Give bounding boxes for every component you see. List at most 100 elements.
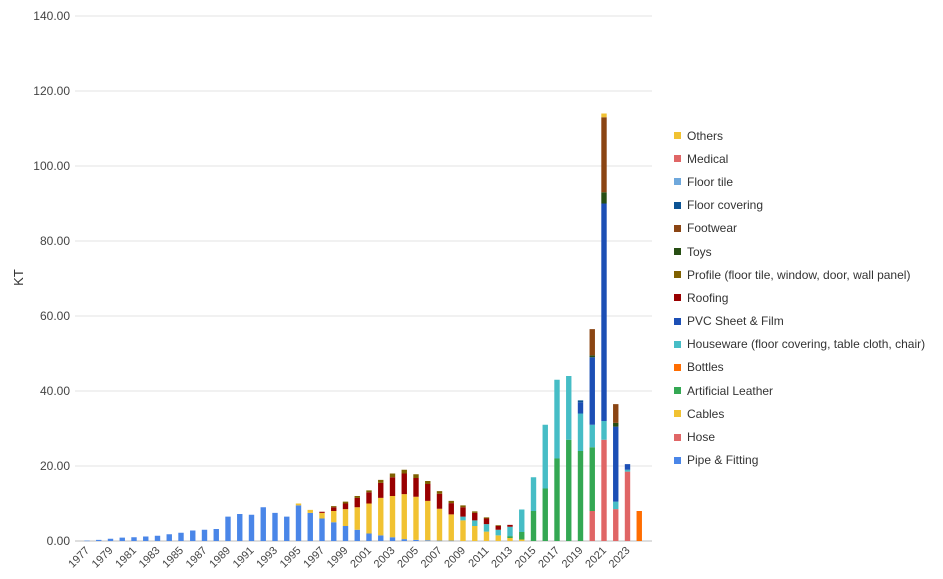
x-tick-label: 2015 [513,545,539,571]
bar-segment [84,540,90,542]
x-tick-label: 2023 [607,545,633,571]
bar-segment [507,524,513,527]
x-axis-ticks: 1977197919811983198519871989199119931995… [66,545,632,571]
bar-segment [354,529,360,541]
bar-segment [354,497,360,508]
bar-segment [542,488,548,541]
bar-segment [613,509,619,541]
bar-segment [483,517,490,519]
bar-segment [331,507,337,511]
bar-segment [483,524,490,532]
bar-segment [577,413,584,451]
bar-segment [566,439,572,541]
bar-segment [425,540,431,541]
bar-segment [143,536,149,541]
y-tick-label: 20.00 [40,459,70,473]
gridlines [75,15,652,542]
bar-segment [307,509,313,513]
bar-segment [413,539,419,541]
x-tick-label: 1977 [66,545,92,571]
legend-swatch [674,387,681,395]
legend-item: Hose [674,425,925,448]
bar-segment [389,473,396,478]
bar-segment [436,508,443,541]
x-tick-label: 1991 [231,545,257,571]
y-axis-label: KT [10,269,26,286]
bar-segment [331,506,337,508]
bar-segment [378,479,384,483]
bar-segment [295,503,302,506]
bar-segment [495,535,501,541]
bar-segment [613,426,619,502]
bar-segment [107,538,114,541]
legend-item: Floor covering [674,194,925,217]
x-tick-label: 2019 [560,545,586,571]
y-tick-label: 60.00 [40,309,70,323]
bar-segment [190,530,196,541]
bar-segment [342,503,349,510]
bar-segment [425,500,431,541]
bar-segment [636,511,642,541]
bar-segment [307,512,313,541]
x-tick-label: 1983 [137,545,163,571]
bar-segment [154,535,161,541]
legend-label: Profile (floor tile, window, door, wall … [687,267,911,282]
legend-item: Pipe & Fitting [674,449,925,472]
x-tick-label: 2013 [489,545,515,571]
legend-swatch [674,433,681,441]
bar-segment [342,526,349,541]
bar-segment [401,494,407,540]
bar-segment [260,507,266,541]
bar-segment [613,501,619,510]
legend-label: Pipe & Fitting [687,453,759,468]
legend-label: Footwear [687,221,738,236]
bar-segment [366,503,372,534]
bar-segment [436,540,443,542]
bar-segment [542,424,548,489]
x-tick-label: 1999 [325,545,351,571]
bar-segment [319,518,325,541]
y-tick-label: 80.00 [40,234,70,248]
x-tick-label: 1989 [207,545,233,571]
x-tick-label: 1979 [90,545,116,571]
bar-segment [624,471,631,541]
bar-segment [448,540,454,542]
bar-segment [425,484,431,501]
x-tick-label: 2009 [442,545,468,571]
bar-segment [483,518,490,525]
bar-segment [448,514,454,541]
bar-segment [342,501,349,504]
legend-label: Cables [687,406,725,421]
y-tick-label: 100.00 [33,159,70,173]
legend-label: Roofing [687,290,729,305]
legend-item: Toys [674,240,925,263]
bar-segment [589,424,595,448]
bar-segment [248,514,255,541]
bar-segment [342,509,349,526]
legend-swatch [674,340,681,348]
legend-item: Footwear [674,217,925,240]
bar-segment [507,536,513,538]
bar-segment [119,537,125,541]
bar-segment [378,535,384,541]
x-tick-label: 2003 [372,545,398,571]
legend-label: Hose [687,430,716,445]
bar-segment [472,520,478,526]
bar-segment [448,500,454,504]
legend-item: Bottles [674,356,925,379]
bar-segment [331,511,337,523]
bar-segment [319,511,325,513]
bar-segment [201,529,208,541]
bar-segment [601,439,607,541]
legend-label: PVC Sheet & Film [687,314,784,329]
bar-segment [507,526,513,537]
bar-segment [495,529,501,536]
bar-segment [589,511,595,541]
legend-swatch [674,410,681,418]
bar-segment [96,539,102,541]
bar-segment [519,532,525,540]
bar-segment [472,526,478,541]
x-tick-label: 1987 [184,545,210,571]
legend-swatch [674,201,681,209]
bar-segment [495,525,501,526]
